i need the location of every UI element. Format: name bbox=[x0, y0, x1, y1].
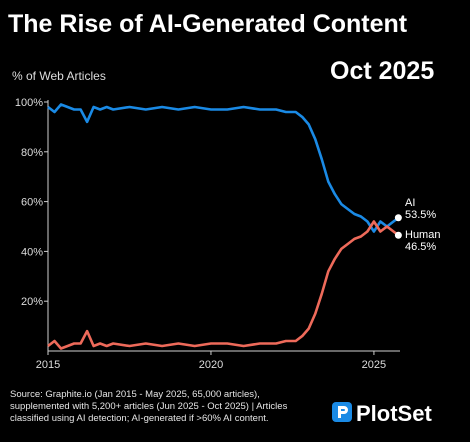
chart-title: The Rise of AI-Generated Content bbox=[8, 10, 408, 38]
series-line-ai bbox=[47, 103, 400, 233]
y-tick-label: 80% bbox=[21, 147, 43, 159]
end-marker-ai bbox=[394, 214, 402, 222]
end-value-human: 46.5% bbox=[405, 241, 436, 253]
x-tick-label: 2015 bbox=[36, 359, 60, 371]
y-axis-label: % of Web Articles bbox=[12, 69, 106, 83]
series-line-human bbox=[47, 220, 400, 350]
plotset-logo-glyph bbox=[338, 406, 348, 418]
axes bbox=[44, 100, 400, 355]
series-lines bbox=[47, 103, 400, 350]
source-line-2: supplemented with 5,200+ articles (Jun 2… bbox=[10, 401, 288, 412]
end-label-human: Human bbox=[405, 229, 440, 241]
x-tick-label: 2020 bbox=[199, 359, 223, 371]
y-tick-label: 20% bbox=[21, 296, 43, 308]
x-tick-label: 2025 bbox=[362, 359, 386, 371]
y-tick-label: 40% bbox=[21, 246, 43, 258]
brand-name: PlotSet bbox=[356, 401, 432, 426]
brand-logo: PlotSet bbox=[332, 401, 432, 426]
date-label: Oct 2025 bbox=[330, 57, 434, 85]
end-label-ai: AI bbox=[405, 197, 415, 209]
end-marker-human bbox=[394, 231, 402, 239]
x-tick-labels: 2015 2020 2025 bbox=[36, 359, 386, 371]
y-tick-labels: 20% 40% 60% 80% 100% bbox=[15, 97, 43, 308]
y-tick-label: 100% bbox=[15, 97, 43, 109]
y-tick-label: 60% bbox=[21, 197, 43, 209]
source-line-1: Source: Graphite.io (Jan 2015 - May 2025… bbox=[10, 389, 260, 400]
end-value-ai: 53.5% bbox=[405, 209, 436, 221]
source-line-3: classified using AI detection; AI-genera… bbox=[10, 413, 269, 424]
